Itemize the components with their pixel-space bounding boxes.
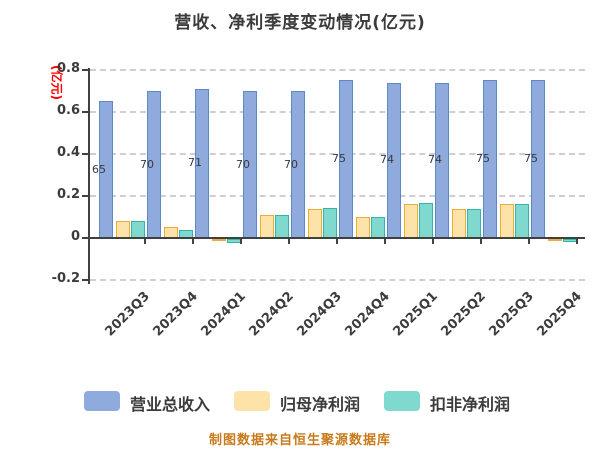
bar-value-label: 71 <box>188 156 202 170</box>
gridline <box>90 69 585 71</box>
x-tick <box>480 238 482 244</box>
bar-non-gaap-net-profit <box>563 239 577 242</box>
x-tick <box>192 238 194 244</box>
gridline <box>90 195 585 197</box>
bar-net-profit <box>452 209 466 238</box>
bar-net-profit <box>356 217 370 238</box>
bar-net-profit <box>500 204 514 238</box>
bar-net-profit <box>212 239 226 241</box>
bar-non-gaap-net-profit <box>275 215 289 238</box>
source-note: 制图数据来自恒生聚源数据库 <box>208 433 391 448</box>
x-tick-label: 2025Q4 <box>534 289 585 340</box>
x-tick <box>528 238 530 244</box>
bar-value-label: 70 <box>284 157 298 171</box>
bar-non-gaap-net-profit <box>371 217 385 238</box>
bar-non-gaap-net-profit <box>227 239 241 243</box>
y-axis-spine <box>88 68 90 284</box>
gridline <box>90 279 585 281</box>
y-tick-label: 0.4 <box>56 145 80 160</box>
x-tick-label: 2024Q3 <box>294 289 345 340</box>
bar-value-label: 75 <box>524 152 538 166</box>
y-tick <box>82 153 90 155</box>
bar-non-gaap-net-profit <box>515 204 529 238</box>
bar-non-gaap-net-profit <box>419 203 433 238</box>
legend: 营业总收入 归母净利润 扣非净利润 <box>0 388 600 418</box>
x-tick <box>432 238 434 244</box>
x-tick-label: 2024Q4 <box>342 289 393 340</box>
bar-net-profit <box>116 221 130 238</box>
legend-label-net-profit: 归母净利润 <box>280 395 361 414</box>
chart-title: 营收、净利季度变动情况(亿元) <box>174 13 426 33</box>
x-tick-label: 2023Q4 <box>150 289 201 340</box>
x-tick-label: 2025Q3 <box>486 289 537 340</box>
x-tick-label: 2024Q1 <box>198 289 249 340</box>
gridline <box>90 111 585 113</box>
gridline <box>90 153 585 155</box>
bar-non-gaap-net-profit <box>323 208 337 238</box>
legend-swatch-non-gaap-net-profit <box>384 391 420 411</box>
legend-label-revenue: 营业总收入 <box>130 395 211 414</box>
bar-value-label: 70 <box>236 157 250 171</box>
bar-net-profit <box>548 239 562 241</box>
y-tick-label: 0.6 <box>56 103 80 118</box>
x-tick-label: 2024Q2 <box>246 289 297 340</box>
bar-value-label: 65 <box>92 162 106 176</box>
x-tick <box>384 238 386 244</box>
x-tick <box>336 238 338 244</box>
bar-value-label: 74 <box>380 153 394 167</box>
legend-swatch-net-profit <box>234 391 270 411</box>
x-axis-line <box>88 237 585 239</box>
x-tick <box>144 238 146 244</box>
bar-value-label: 74 <box>428 153 442 167</box>
bar-non-gaap-net-profit <box>467 209 481 238</box>
bar-net-profit <box>404 204 418 238</box>
y-tick-label: -0.2 <box>51 271 80 286</box>
y-tick-label: 0.2 <box>56 187 80 202</box>
x-tick <box>576 238 578 244</box>
x-tick-label: 2023Q3 <box>102 289 153 340</box>
x-tick <box>240 238 242 244</box>
y-tick <box>82 69 90 71</box>
plot-area: 0.8 0.6 0.4 0.2 0 -0.2 65 2023Q3 70 2023Q4 71 2024Q… <box>51 61 585 340</box>
legend-label-non-gaap-net-profit: 扣非净利润 <box>430 395 511 414</box>
x-tick-label: 2025Q1 <box>390 289 441 340</box>
y-tick <box>82 111 90 113</box>
bar-net-profit <box>260 215 274 238</box>
y-tick-label: 0 <box>70 229 80 244</box>
x-tick <box>288 238 290 244</box>
bar-value-label: 75 <box>476 152 490 166</box>
bar-value-label: 70 <box>140 157 154 171</box>
bar-value-label: 75 <box>332 152 346 166</box>
x-tick-label: 2025Q2 <box>438 289 489 340</box>
legend-swatch-revenue <box>84 391 120 411</box>
bar-net-profit <box>308 209 322 238</box>
y-tick <box>82 195 90 197</box>
y-tick <box>82 279 90 281</box>
bar-non-gaap-net-profit <box>131 221 145 238</box>
y-tick-label: 0.8 <box>56 61 80 76</box>
y-tick <box>82 237 90 239</box>
